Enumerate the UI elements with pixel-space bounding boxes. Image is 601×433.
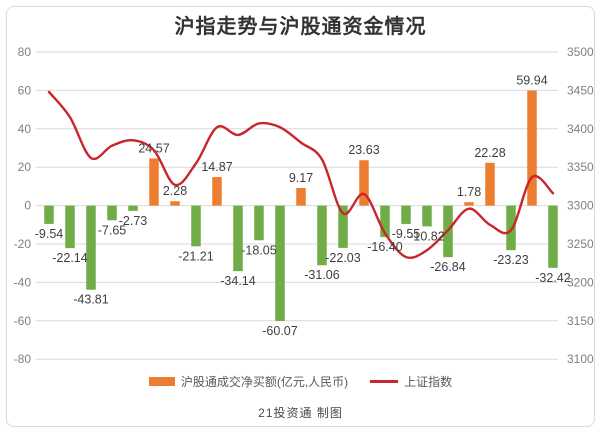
bar-value-label: 24.57 bbox=[138, 141, 169, 155]
bar-value-label: 2.28 bbox=[163, 184, 187, 198]
net-buy-bar bbox=[464, 202, 474, 206]
net-buy-bar bbox=[128, 205, 138, 211]
net-buy-bar bbox=[275, 205, 285, 321]
net-buy-bar bbox=[65, 205, 75, 249]
net-buy-bar bbox=[401, 205, 411, 224]
net-buy-bar bbox=[107, 205, 117, 221]
left-axis-tick-label: -40 bbox=[14, 275, 32, 289]
bar-value-label: -21.21 bbox=[178, 249, 213, 263]
right-axis-tick-label: 3150 bbox=[567, 314, 594, 328]
net-buy-bar bbox=[149, 158, 159, 206]
bar-value-label: -31.06 bbox=[304, 268, 339, 282]
right-axis-tick-label: 3250 bbox=[567, 237, 594, 251]
left-axis-tick-label: -60 bbox=[14, 314, 32, 328]
bar-value-label: 23.63 bbox=[348, 143, 379, 157]
bar-value-label: -10.82 bbox=[409, 229, 444, 243]
right-axis-tick-label: 3200 bbox=[567, 275, 594, 289]
right-axis-tick-label: 3100 bbox=[567, 352, 594, 366]
line-series-swatch-icon bbox=[370, 379, 399, 383]
net-buy-bar bbox=[485, 162, 495, 206]
bar-value-label: -22.14 bbox=[52, 251, 87, 265]
legend-item-line-series: 上证指数 bbox=[370, 373, 452, 390]
bar-series-legend-label: 沪股通成交净买额(亿元,人民币) bbox=[180, 374, 349, 389]
legend-item-bar-series: 沪股通成交净买额(亿元,人民币) bbox=[148, 373, 349, 390]
net-buy-bar bbox=[296, 187, 306, 206]
net-buy-bar bbox=[380, 205, 390, 238]
net-buy-bar bbox=[359, 160, 369, 206]
net-buy-bar bbox=[233, 205, 243, 272]
bar-value-label: -9.54 bbox=[35, 227, 64, 241]
net-buy-bar bbox=[317, 205, 327, 266]
right-axis-tick-label: 3300 bbox=[567, 199, 594, 213]
left-axis-tick-label: 40 bbox=[18, 122, 32, 136]
bar-series-swatch-icon bbox=[148, 376, 175, 386]
net-buy-bar bbox=[338, 205, 348, 248]
left-axis-tick-label: 0 bbox=[24, 199, 31, 213]
right-axis-tick-label: 3400 bbox=[567, 122, 594, 136]
sse-index-line bbox=[47, 90, 555, 259]
chart-legend: 沪股通成交净买额(亿元,人民币) 上证指数 bbox=[0, 372, 601, 390]
bar-value-label: -32.42 bbox=[535, 271, 570, 285]
bar-value-label: -43.81 bbox=[73, 293, 108, 307]
left-axis-tick-label: 20 bbox=[18, 160, 32, 174]
net-buy-bar bbox=[422, 205, 432, 227]
bar-value-label: -2.73 bbox=[119, 214, 148, 228]
net-buy-bar bbox=[191, 205, 201, 247]
bar-value-label: -7.65 bbox=[98, 223, 127, 237]
net-buy-bar bbox=[170, 201, 180, 206]
bar-value-label: -16.40 bbox=[367, 240, 402, 254]
bar-value-label: -22.03 bbox=[325, 251, 360, 265]
bar-value-label: -9.55 bbox=[392, 227, 421, 241]
right-axis-tick-label: 3350 bbox=[567, 160, 594, 174]
net-buy-bar bbox=[506, 205, 516, 251]
left-axis-tick-label: -80 bbox=[14, 352, 32, 366]
left-axis-tick-label: 80 bbox=[18, 45, 32, 59]
net-buy-bar bbox=[44, 205, 54, 224]
bar-value-label: -60.07 bbox=[262, 324, 297, 338]
right-axis-tick-label: 3450 bbox=[567, 83, 594, 97]
bar-value-label: 14.87 bbox=[201, 160, 232, 174]
net-buy-bar bbox=[86, 205, 96, 290]
line-series-legend-label: 上证指数 bbox=[404, 374, 453, 389]
right-axis-tick-label: 3500 bbox=[567, 45, 594, 59]
net-buy-bar bbox=[212, 177, 222, 206]
net-buy-bar bbox=[527, 90, 537, 206]
bar-value-label: -23.23 bbox=[493, 253, 528, 267]
bar-value-label: 59.94 bbox=[516, 74, 547, 88]
bar-value-label: -18.05 bbox=[241, 243, 276, 257]
bar-value-label: 22.28 bbox=[474, 146, 505, 160]
bar-value-label: -34.14 bbox=[220, 274, 255, 288]
net-buy-bar bbox=[548, 205, 558, 268]
chart-title: 沪指走势与沪股通资金情况 bbox=[174, 16, 427, 38]
net-buy-bar bbox=[254, 205, 264, 241]
left-axis-tick-label: 60 bbox=[18, 83, 32, 97]
left-axis-tick-label: -20 bbox=[14, 237, 32, 251]
bar-value-label: -26.84 bbox=[430, 260, 465, 274]
bar-value-label: 9.17 bbox=[289, 171, 313, 185]
chart-caption: 21投资通 制图 bbox=[258, 406, 343, 420]
bar-value-label: 1.78 bbox=[457, 185, 481, 199]
